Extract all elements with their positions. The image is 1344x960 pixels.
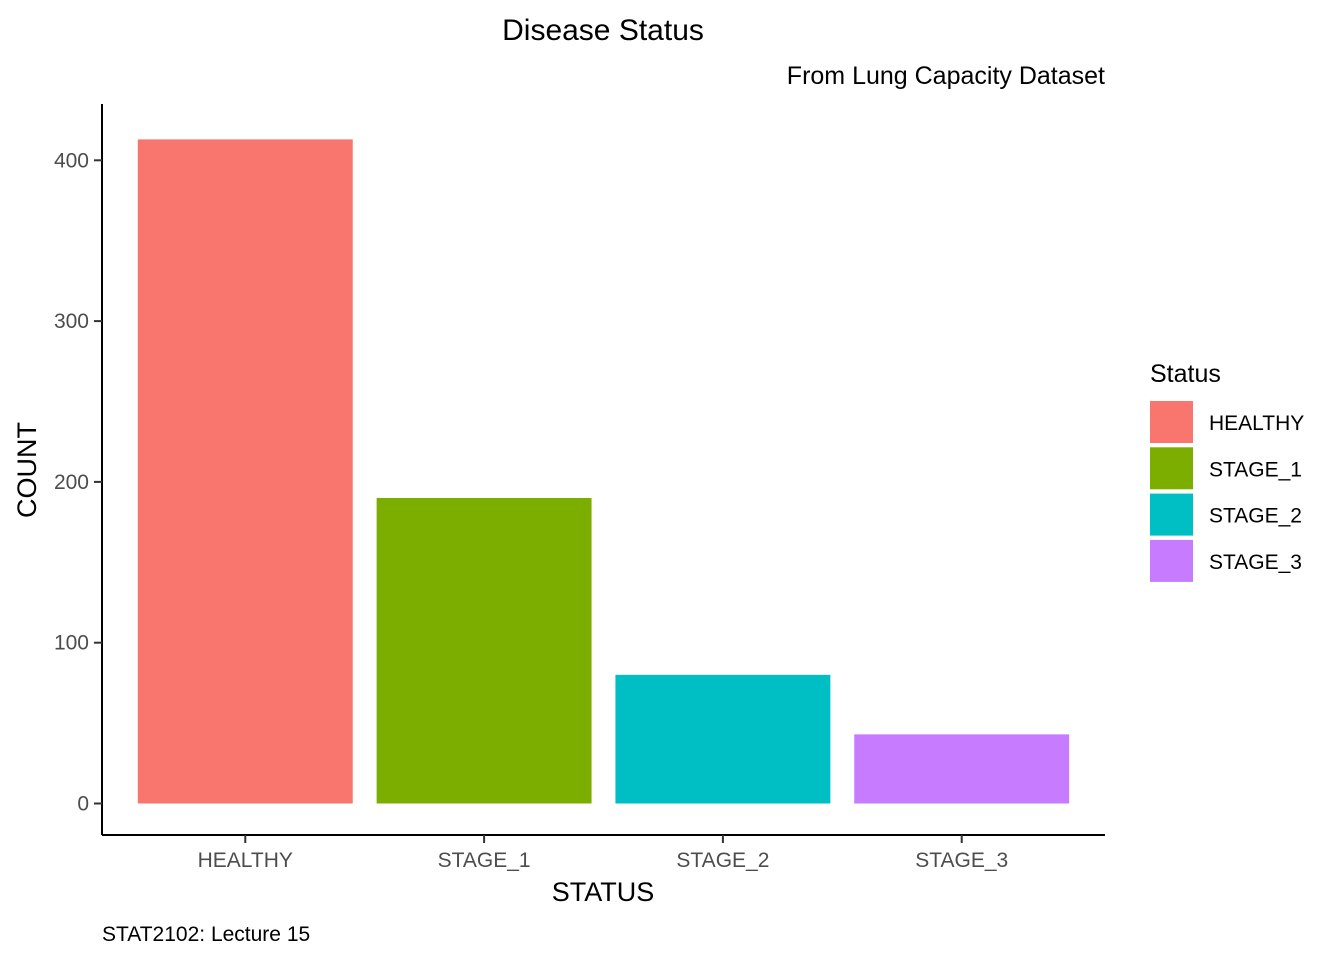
legend-key-healthy (1150, 401, 1193, 443)
chart-subtitle: From Lung Capacity Dataset (787, 62, 1105, 90)
y-tick-label: 400 (54, 149, 89, 172)
bar-stage-1 (376, 497, 592, 804)
chart-title: Disease Status (502, 14, 704, 47)
legend-key-stage-1 (1150, 447, 1193, 490)
bar-healthy (137, 139, 353, 804)
bar-stage-3 (854, 734, 1070, 804)
legend-title: Status (1150, 360, 1221, 388)
y-tick-label: 300 (54, 310, 89, 333)
legend-label: STAGE_1 (1209, 458, 1302, 481)
legend-label: STAGE_2 (1209, 505, 1302, 528)
legend-key-stage-3 (1150, 539, 1193, 582)
x-axis-title: STATUS (552, 877, 655, 907)
x-tick-label: STAGE_3 (915, 849, 1008, 872)
bars-group (137, 139, 1070, 804)
x-axis: HEALTHY STAGE_1 STAGE_2 STAGE_3 (102, 834, 1105, 872)
x-tick-label: STAGE_2 (676, 849, 769, 872)
x-tick-label: STAGE_1 (438, 849, 531, 872)
legend-label: HEALTHY (1209, 412, 1304, 435)
bar-stage-2 (615, 674, 831, 804)
legend: Status HEALTHY STAGE_1 STAGE_2 STAGE_3 (1150, 360, 1304, 582)
x-tick-label: HEALTHY (198, 849, 293, 872)
y-tick-label: 200 (54, 471, 89, 494)
legend-key-stage-2 (1150, 493, 1193, 536)
y-axis: 0 100 200 300 400 (54, 104, 103, 835)
chart-caption: STAT2102: Lecture 15 (102, 923, 310, 946)
y-axis-title: COUNT (12, 422, 42, 518)
legend-label: STAGE_3 (1209, 551, 1302, 574)
y-tick-label: 0 (77, 793, 89, 816)
y-tick-label: 100 (54, 632, 89, 655)
